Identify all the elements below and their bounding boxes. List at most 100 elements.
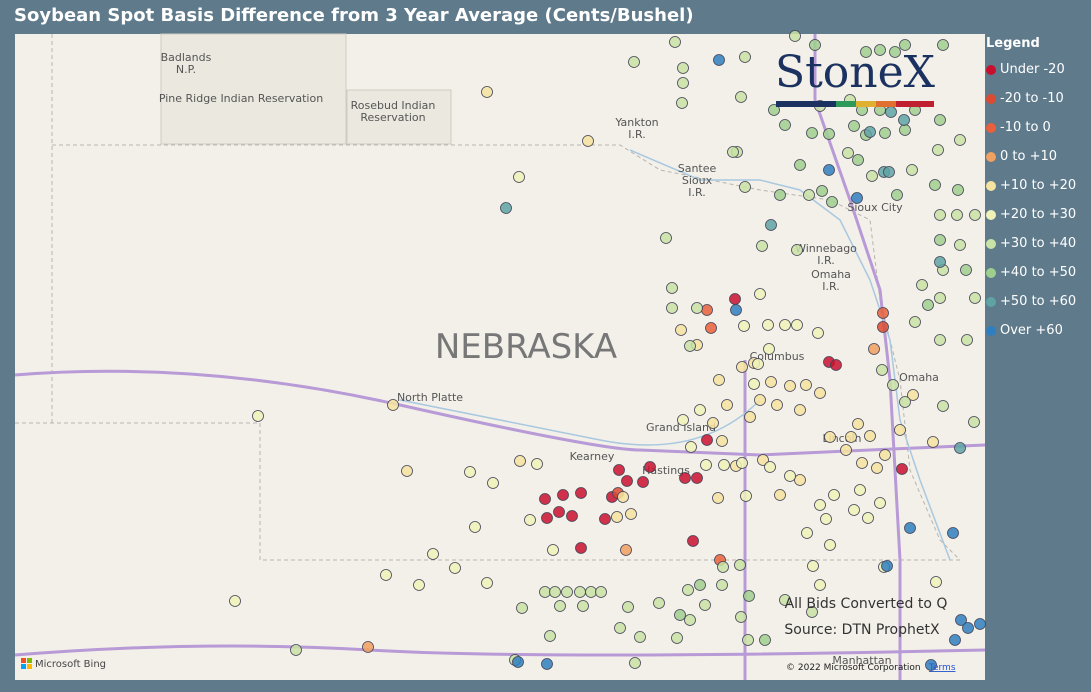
bid-location[interactable] [694,579,706,591]
bid-location[interactable] [677,414,689,426]
bid-location[interactable] [779,319,791,331]
bid-location[interactable] [487,477,499,489]
bid-location[interactable] [930,576,942,588]
bid-location[interactable] [427,548,439,560]
bid-location[interactable] [553,506,565,518]
bid-location[interactable] [566,510,578,522]
bid-location[interactable] [947,527,959,539]
bid-location[interactable] [894,424,906,436]
bid-location[interactable] [765,376,777,388]
bid-location[interactable] [784,380,796,392]
legend-item[interactable]: Over +60 [986,316,1076,345]
legend-item[interactable]: Under -20 [986,55,1076,84]
bid-location[interactable] [934,334,946,346]
bid-location[interactable] [675,324,687,336]
bid-location[interactable] [634,631,646,643]
bid-location[interactable] [784,470,796,482]
legend-item[interactable]: +30 to +40 [986,229,1076,258]
bid-location[interactable] [653,597,665,609]
bid-location[interactable] [713,54,725,66]
bid-location[interactable] [791,244,803,256]
legend-item[interactable]: -10 to 0 [986,113,1076,142]
bid-location[interactable] [814,499,826,511]
bid-location[interactable] [539,493,551,505]
bid-location[interactable] [575,542,587,554]
bid-location[interactable] [585,586,597,598]
bid-location[interactable] [864,126,876,138]
bid-location[interactable] [682,584,694,596]
bid-location[interactable] [531,458,543,470]
bid-location[interactable] [879,127,891,139]
bid-location[interactable] [934,209,946,221]
bid-location[interactable] [666,302,678,314]
bid-location[interactable] [763,343,775,355]
bid-location[interactable] [877,307,889,319]
bid-location[interactable] [716,435,728,447]
bid-location[interactable] [830,359,842,371]
bid-location[interactable] [401,465,413,477]
bid-location[interactable] [290,644,302,656]
bid-location[interactable] [677,77,689,89]
bid-location[interactable] [629,657,641,669]
bid-location[interactable] [968,416,980,428]
bid-location[interactable] [362,641,374,653]
bid-location[interactable] [541,512,553,524]
bid-location[interactable] [842,147,854,159]
bid-location[interactable] [512,656,524,668]
bid-location[interactable] [840,444,852,456]
bid-location[interactable] [514,455,526,467]
bid-location[interactable] [934,256,946,268]
bid-location[interactable] [613,464,625,476]
bid-location[interactable] [916,279,928,291]
bid-location[interactable] [699,599,711,611]
bid-location[interactable] [738,320,750,332]
bid-location[interactable] [824,539,836,551]
bid-location[interactable] [622,601,634,613]
bid-location[interactable] [549,586,561,598]
bid-location[interactable] [676,97,688,109]
bid-location[interactable] [628,56,640,68]
bid-location[interactable] [757,454,769,466]
bid-location[interactable] [771,399,783,411]
bid-location[interactable] [864,430,876,442]
bid-location[interactable] [877,321,889,333]
legend-item[interactable]: 0 to +10 [986,142,1076,171]
bid-location[interactable] [866,170,878,182]
bid-location[interactable] [826,196,838,208]
bid-location[interactable] [954,442,966,454]
bid-location[interactable] [727,146,739,158]
bid-location[interactable] [885,106,897,118]
bid-location[interactable] [599,513,611,525]
bid-location[interactable] [898,114,910,126]
legend-item[interactable]: +50 to +60 [986,287,1076,316]
bid-location[interactable] [768,104,780,116]
bid-location[interactable] [575,487,587,499]
bid-location[interactable] [685,441,697,453]
bid-location[interactable] [932,144,944,156]
bid-location[interactable] [684,614,696,626]
bid-location[interactable] [748,378,760,390]
bid-location[interactable] [899,396,911,408]
bid-location[interactable] [828,489,840,501]
bid-location[interactable] [925,659,937,671]
bid-location[interactable] [595,586,607,598]
bid-location[interactable] [669,36,681,48]
bid-location[interactable] [891,189,903,201]
bid-location[interactable] [561,586,573,598]
bid-location[interactable] [800,379,812,391]
bid-location[interactable] [541,658,553,670]
bid-location[interactable] [730,304,742,316]
bid-location[interactable] [803,189,815,201]
bid-location[interactable] [524,514,536,526]
bid-location[interactable] [469,521,481,533]
bid-location[interactable] [625,508,637,520]
bid-location[interactable] [621,475,633,487]
bid-location[interactable] [700,459,712,471]
bid-location[interactable] [687,535,699,547]
bid-location[interactable] [806,606,818,618]
bid-location[interactable] [718,459,730,471]
legend-item[interactable]: +20 to +30 [986,200,1076,229]
bid-location[interactable] [611,511,623,523]
bid-location[interactable] [969,292,981,304]
bid-location[interactable] [734,559,746,571]
